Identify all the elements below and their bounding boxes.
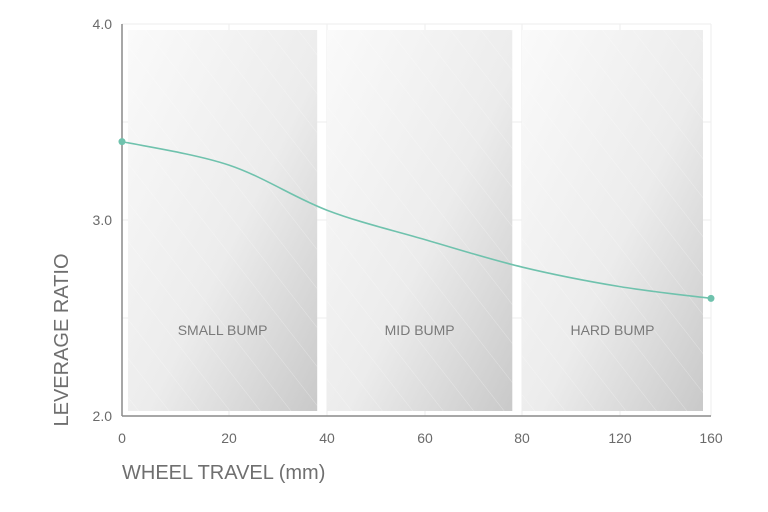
region-label: HARD BUMP xyxy=(570,322,654,338)
x-tick-label: 60 xyxy=(417,430,433,446)
region-texture xyxy=(128,30,318,411)
region-label: MID BUMP xyxy=(385,322,455,338)
x-tick-label: 120 xyxy=(608,430,632,446)
endpoint-marker xyxy=(118,138,126,146)
region-bands: SMALL BUMP MID BUMP HARD BUMP xyxy=(128,30,703,411)
y-tick-label: 3.0 xyxy=(93,212,113,228)
region-label: SMALL BUMP xyxy=(178,322,268,338)
x-tick-label: 0 xyxy=(118,430,126,446)
tick-labels: 0 20 40 60 80 120 160 2.0 3.0 4.0 WHEEL TRAVEL (mm… xyxy=(51,16,723,484)
region-texture xyxy=(327,30,513,411)
x-axis-title: WHEEL TRAVEL (mm) xyxy=(122,462,325,484)
axes xyxy=(121,24,711,417)
x-tick-label: 40 xyxy=(319,430,335,446)
x-tick-label: 20 xyxy=(221,430,237,446)
x-tick-label: 160 xyxy=(699,430,723,446)
y-tick-label: 2.0 xyxy=(93,408,113,424)
region-texture xyxy=(522,30,703,411)
series xyxy=(118,138,715,302)
x-tick-label: 80 xyxy=(514,430,530,446)
endpoint-marker xyxy=(707,294,715,302)
series-line xyxy=(121,140,712,300)
y-tick-label: 4.0 xyxy=(93,16,113,32)
y-axis-title: LEVERAGE RATIO xyxy=(51,253,73,426)
